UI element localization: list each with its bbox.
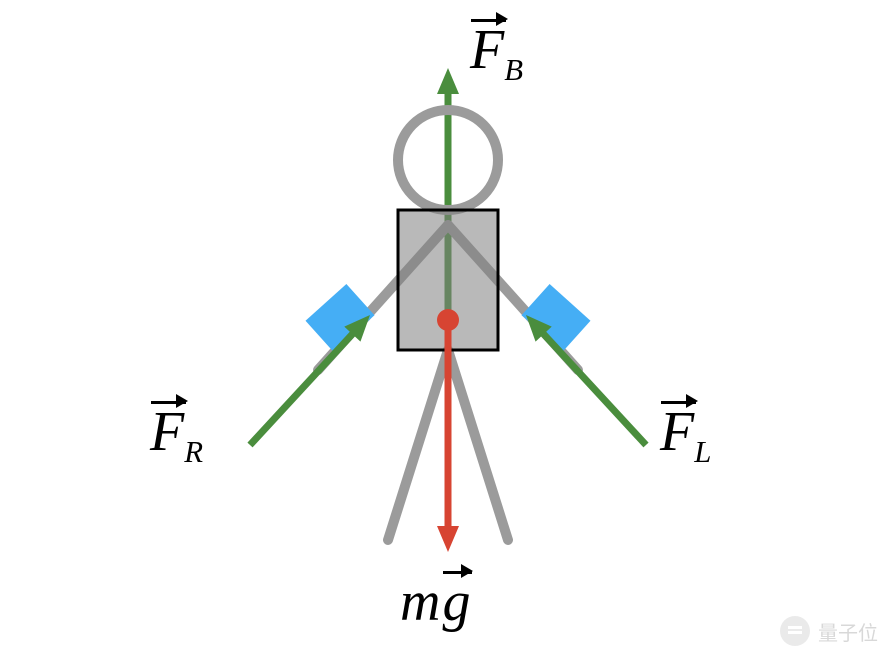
watermark-text: 量子位 — [818, 617, 878, 646]
label-mg: mg — [400, 570, 470, 634]
label-F-R: FR — [150, 400, 203, 470]
watermark: 量子位 — [780, 616, 878, 646]
force-diagram — [0, 0, 896, 660]
label-F-B: FB — [470, 18, 523, 88]
watermark-icon — [780, 616, 810, 646]
label-F-L: FL — [660, 400, 711, 470]
